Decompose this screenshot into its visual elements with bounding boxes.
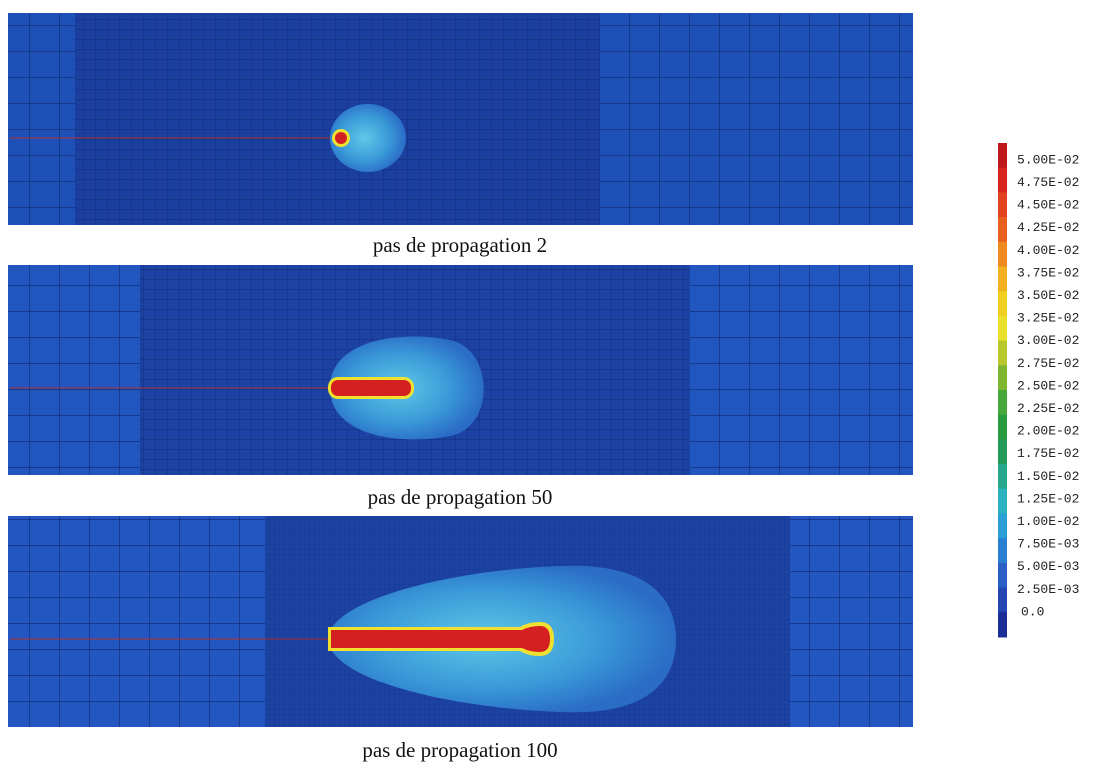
colorbar-label: 1.25E-02: [1017, 491, 1079, 506]
colorbar-segment: [998, 167, 1007, 193]
colorbar-label: 2.50E-02: [1017, 378, 1079, 393]
colorbar-label: 7.50E-03: [1017, 537, 1079, 552]
colorbar-label: 2.00E-02: [1017, 424, 1079, 439]
colorbar-segment: [998, 143, 1007, 169]
panel-caption: pas de propagation 2: [373, 233, 547, 257]
panel-caption: pas de propagation 100: [362, 738, 557, 762]
colorbar-label: 2.50E-03: [1017, 582, 1079, 597]
colorbar-segment: [998, 217, 1007, 243]
colorbar-segment: [998, 612, 1007, 638]
colorbar-label: 3.50E-02: [1017, 288, 1079, 303]
colorbar-label: 4.00E-02: [1017, 243, 1079, 258]
colorbar-label: 4.75E-02: [1017, 175, 1079, 190]
colorbar-segment: [998, 562, 1007, 589]
damage-zone: [330, 104, 406, 172]
colorbar-label: 4.50E-02: [1017, 198, 1079, 213]
colorbar: 5.00E-02 4.75E-02 4.50E-02 4.25E-02 4.00E-02…: [998, 143, 1079, 638]
colorbar-label: 4.25E-02: [1017, 220, 1079, 235]
colorbar-label: 1.00E-02: [1017, 514, 1079, 529]
colorbar-segment: [998, 266, 1007, 292]
colorbar-label: 1.50E-02: [1017, 469, 1079, 484]
colorbar-label: 3.25E-02: [1017, 311, 1079, 326]
colorbar-label: 3.75E-02: [1017, 265, 1079, 280]
colorbar-label: 2.25E-02: [1017, 401, 1079, 416]
panel: [8, 516, 913, 727]
colorbar-segment: [998, 241, 1007, 267]
colorbar-segment: [998, 587, 1007, 613]
crack-tip: [335, 132, 347, 144]
colorbar-label: 3.00E-02: [1017, 333, 1079, 348]
colorbar-segment: [998, 538, 1007, 564]
colorbar-label: 2.75E-02: [1017, 356, 1079, 371]
colorbar-segment: [998, 390, 1007, 416]
panel-caption: pas de propagation 50: [368, 485, 553, 509]
colorbar-segment: [998, 464, 1007, 490]
colorbar-label: 1.75E-02: [1017, 446, 1079, 461]
colorbar-segment: [998, 414, 1007, 440]
colorbar-segment: [998, 513, 1007, 539]
colorbar-segment: [998, 192, 1007, 218]
colorbar-label: 5.00E-03: [1017, 559, 1079, 574]
colorbar-segment: [998, 365, 1007, 391]
colorbar-segment: [998, 439, 1007, 465]
colorbar-label: 5.00E-02: [1017, 152, 1079, 167]
colorbar-segment: [998, 488, 1007, 514]
crack-band: [331, 626, 550, 652]
colorbar-segment: [998, 340, 1007, 366]
panel: [8, 265, 913, 475]
colorbar-segment: [998, 291, 1007, 317]
colorbar-label: 0.0: [1021, 604, 1044, 619]
panel: [8, 13, 913, 225]
crack-band: [331, 380, 411, 396]
colorbar-segment: [998, 315, 1007, 342]
